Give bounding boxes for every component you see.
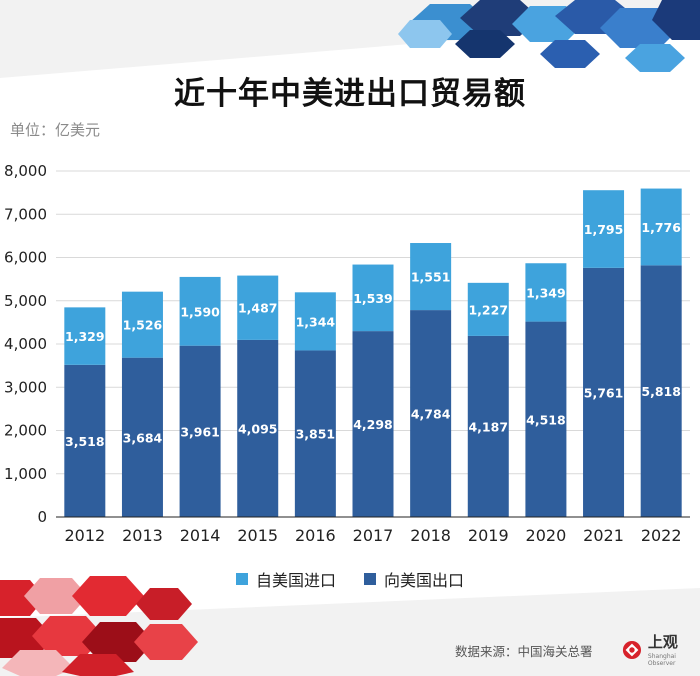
bar-export-2022: [640, 265, 682, 517]
bar-export-2017: [352, 331, 394, 517]
legend-item-export: 向美国出口: [364, 567, 464, 591]
data-label: 1,539: [353, 291, 393, 306]
bar-import-2018: [410, 243, 452, 311]
x-tick-label: 2013: [122, 526, 163, 545]
bar-export-2020: [525, 321, 567, 517]
y-tick-label: 4,000: [4, 335, 47, 353]
bars: [64, 188, 682, 517]
x-tick-label: 2014: [180, 526, 221, 545]
bar-import-2014: [179, 276, 221, 346]
bar-import-2017: [352, 264, 394, 332]
bar-export-2013: [121, 357, 163, 517]
data-label: 4,298: [353, 417, 393, 432]
y-tick-label: 6,000: [4, 249, 47, 267]
x-axis-ticks: 2012 2013 2014 2015 2016 2017 2018 2019 2020 2021…: [64, 526, 681, 545]
data-label: 4,187: [468, 419, 508, 434]
stacked-bar-chart: 0 1,000 2,000 3,000 4,000 5,000 6,000 7,000 8,00…: [4, 162, 690, 545]
bottom-left-hexagons: [0, 576, 198, 676]
legend-label-export: 向美国出口: [384, 571, 465, 590]
legend-item-import: 自美国进口: [235, 567, 336, 591]
data-label: 5,818: [641, 384, 681, 399]
bar-import-2019: [467, 282, 509, 336]
x-tick-label: 2019: [468, 526, 509, 545]
chart-title: 近十年中美进出口贸易额: [174, 76, 526, 112]
bar-export-2016: [294, 350, 336, 517]
bar-import-2013: [121, 291, 163, 358]
bar-export-2019: [467, 335, 509, 517]
legend-swatch-import: [235, 573, 248, 585]
y-axis-ticks: 0 1,000 2,000 3,000 4,000 5,000 6,000 7,000 8,00…: [4, 162, 47, 526]
y-tick-label: 5,000: [4, 292, 47, 310]
y-tick-label: 8,000: [4, 162, 47, 180]
bar-export-2018: [410, 310, 452, 517]
bar-import-2015: [237, 275, 279, 340]
data-label: 1,344: [296, 314, 336, 329]
data-label: 1,590: [180, 304, 220, 319]
legend-label-import: 自美国进口: [255, 571, 336, 590]
y-tick-label: 1,000: [4, 465, 47, 483]
data-label: 3,684: [123, 430, 163, 445]
y-tick-label: 2,000: [4, 422, 47, 440]
legend: 自美国进口 向美国出口: [0, 567, 700, 591]
bar-import-2012: [64, 307, 106, 365]
data-label: 1,227: [468, 302, 508, 317]
x-tick-label: 2015: [237, 526, 278, 545]
data-label: 1,526: [123, 318, 163, 333]
bar-import-2016: [294, 292, 336, 351]
x-tick-label: 2018: [410, 526, 451, 545]
data-label: 1,776: [641, 220, 681, 235]
data-labels: 3,518 1,329 3,684 1,526 3,961 1,590 4,095 1,487…: [65, 220, 681, 449]
data-label: 3,518: [65, 434, 105, 449]
data-label: 4,784: [411, 407, 451, 422]
bar-import-2020: [525, 263, 567, 322]
x-tick-label: 2016: [295, 526, 336, 545]
data-label: 4,095: [238, 421, 278, 436]
x-tick-label: 2022: [641, 526, 682, 545]
data-label: 1,487: [238, 301, 278, 316]
bar-export-2014: [179, 345, 221, 517]
data-label: 5,761: [584, 385, 624, 400]
y-tick-label: 7,000: [4, 205, 47, 223]
x-tick-label: 2017: [353, 526, 394, 545]
logo-subtext: Shanghai Observer: [647, 653, 676, 667]
data-source: 数据来源：中国海关总署: [455, 644, 593, 659]
data-label: 1,349: [526, 285, 566, 300]
y-tick-label: 0: [37, 508, 47, 526]
data-label: 3,851: [296, 427, 336, 442]
bar-export-2012: [64, 364, 106, 517]
bar-import-2021: [583, 190, 625, 268]
logo-text: 上观: [647, 633, 678, 651]
top-right-hexagons: [398, 0, 700, 72]
bar-export-2021: [583, 267, 625, 517]
x-tick-label: 2012: [64, 526, 105, 545]
logo-icon: [622, 640, 642, 659]
x-tick-label: 2020: [526, 526, 567, 545]
legend-swatch-export: [364, 573, 376, 585]
x-tick-label: 2021: [583, 526, 624, 545]
bar-export-2015: [237, 339, 279, 517]
data-label: 3,961: [180, 424, 220, 439]
data-label: 1,795: [584, 222, 624, 237]
data-label: 1,551: [411, 270, 451, 285]
brand-logo: 上观 Shanghai Observer: [622, 632, 700, 667]
unit-label: 单位：亿美元: [10, 121, 101, 139]
bar-import-2022: [640, 188, 682, 266]
data-label: 1,329: [65, 329, 105, 344]
data-label: 4,518: [526, 412, 566, 427]
y-tick-label: 3,000: [4, 378, 47, 396]
